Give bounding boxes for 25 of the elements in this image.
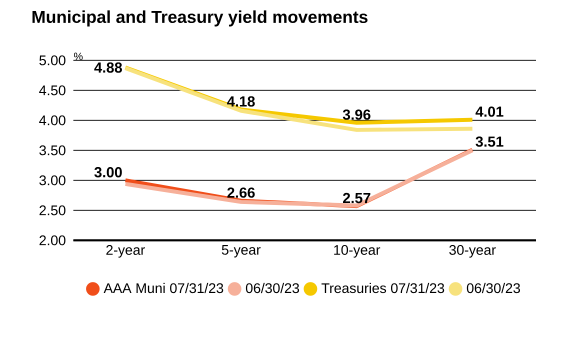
legend-label: AAA Muni 07/31/23: [104, 282, 224, 294]
x-tick-label: 2-year: [106, 245, 145, 258]
y-tick-label: 4.00: [39, 115, 66, 126]
data-label: 3.96: [342, 109, 370, 120]
legend-label: Treasuries 07/31/23: [322, 282, 444, 294]
y-tick-label: 3.00: [39, 175, 66, 186]
data-label: 3.51: [476, 136, 504, 147]
chart-title: Municipal and Treasury yield movements: [32, 10, 368, 26]
x-tick-label: 30-year: [449, 245, 496, 258]
x-tick-label: 10-year: [334, 245, 380, 258]
y-tick-label: 5.00: [39, 55, 66, 66]
data-label: 4.88: [94, 62, 122, 73]
legend-label: 06/30/23: [466, 282, 520, 294]
y-tick-label: 2.50: [40, 205, 66, 216]
data-label: 4.01: [476, 106, 504, 117]
y-axis-title: %: [74, 52, 83, 60]
x-tick-label: 5-year: [222, 245, 261, 258]
y-tick-label: 4.50: [39, 85, 66, 96]
data-label: 2.66: [227, 187, 255, 198]
data-label: 2.57: [343, 192, 370, 204]
data-label: 4.18: [227, 96, 255, 107]
data-label: 3.00: [94, 167, 122, 178]
y-tick-label: 2.00: [40, 235, 66, 246]
y-tick-label: 3.50: [39, 145, 66, 156]
legend-label: 06/30/23: [246, 282, 300, 294]
